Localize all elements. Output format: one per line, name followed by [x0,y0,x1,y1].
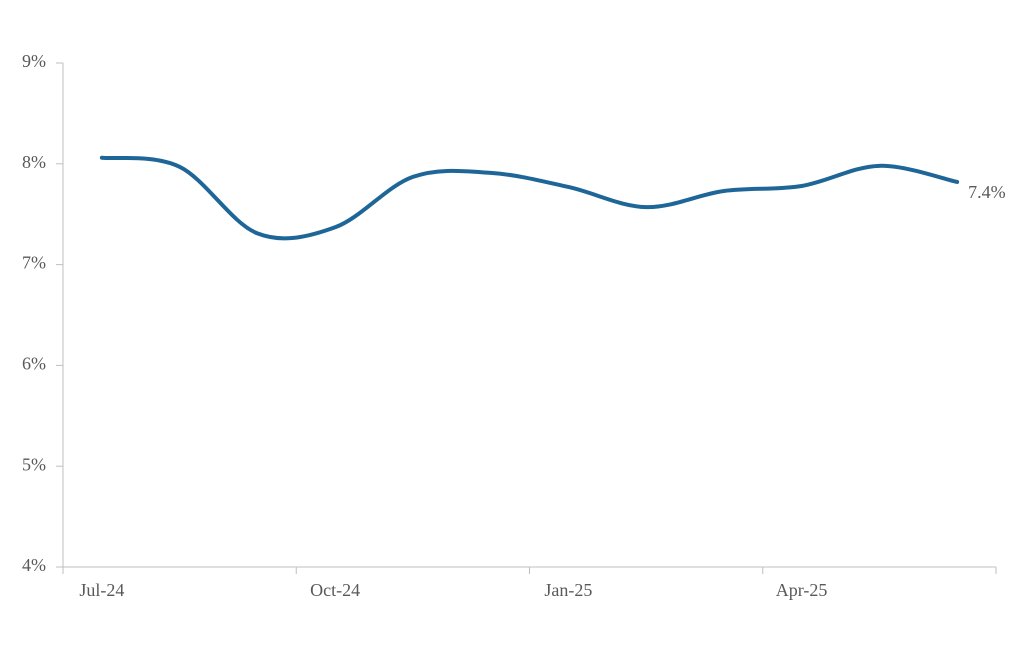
y-tick-label: 4% [22,555,46,575]
y-tick-label: 6% [22,354,46,374]
x-tick-label: Jan-25 [544,580,592,600]
line [99,155,960,241]
x-tick-label: Apr-25 [776,580,828,600]
y-tick-label: 5% [22,454,46,474]
y-tick-label: 8% [22,152,46,172]
y-tick-label: 9% [22,51,46,71]
y-tick-label: 7% [22,253,46,273]
x-tick-label: Oct-24 [310,580,360,600]
x-tick-label: Jul-24 [79,580,124,600]
annotation: 7.4% [968,182,1006,202]
